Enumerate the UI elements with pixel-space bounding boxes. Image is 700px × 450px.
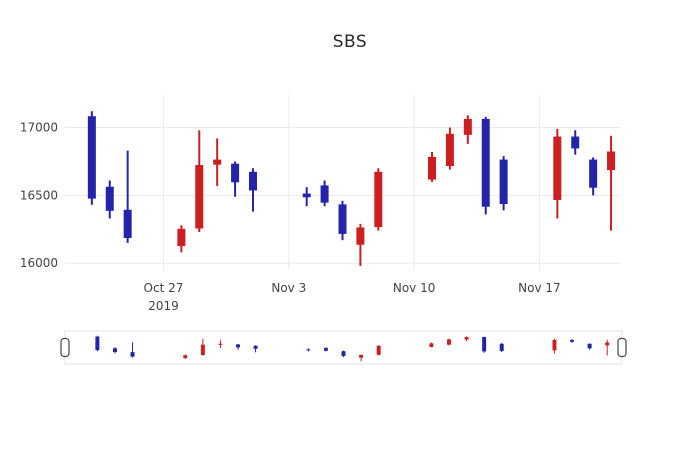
candle-body[interactable] <box>481 118 490 207</box>
mini-candle-body <box>552 339 557 351</box>
candle-body[interactable] <box>463 118 472 135</box>
mini-candle-body <box>253 345 258 349</box>
mini-candle-body <box>429 343 434 347</box>
mini-candle-body <box>464 337 469 340</box>
mini-candle-body <box>130 352 135 357</box>
candle-body[interactable] <box>445 133 454 167</box>
rangeslider-track[interactable] <box>64 330 623 365</box>
rangeslider-handle-right[interactable] <box>617 337 627 358</box>
candle-body[interactable] <box>374 171 383 228</box>
mini-candle-body <box>200 344 205 356</box>
candle-body[interactable] <box>302 193 311 198</box>
candle-body[interactable] <box>177 228 186 247</box>
candle-body[interactable] <box>195 165 204 229</box>
x-tick-label: Nov 10 <box>393 281 436 295</box>
candle-body[interactable] <box>105 186 114 211</box>
mini-candle-body <box>482 337 487 352</box>
mini-candle-body <box>218 343 223 345</box>
mini-candle-body <box>183 355 188 358</box>
candle-body[interactable] <box>571 136 580 149</box>
x-tick-label: Oct 27 <box>144 281 184 295</box>
candle-body[interactable] <box>338 204 347 234</box>
mini-candle-body <box>112 348 117 353</box>
mini-candle-body <box>376 345 381 355</box>
candle-body[interactable] <box>499 159 508 205</box>
mini-candle-body <box>570 339 575 342</box>
mini-candle-body <box>95 336 100 351</box>
y-tick-label: 16000 <box>20 256 58 270</box>
mini-candle-body <box>306 349 311 351</box>
mini-candle-body <box>446 339 451 345</box>
candle-body[interactable] <box>123 209 132 238</box>
candle-body[interactable] <box>213 159 222 165</box>
candle-body[interactable] <box>248 171 257 191</box>
candle-body[interactable] <box>553 136 562 200</box>
candle-body[interactable] <box>607 151 616 171</box>
mini-candle-body <box>499 343 504 351</box>
candle-body[interactable] <box>87 116 96 199</box>
mini-candle-body <box>605 342 610 346</box>
candle-body[interactable] <box>428 156 437 180</box>
mini-candle-body <box>587 343 592 349</box>
mini-candle-body <box>341 351 346 356</box>
rangeslider-handle-left[interactable] <box>60 337 70 358</box>
candle-body[interactable] <box>320 185 329 203</box>
y-tick-label: 16500 <box>20 188 58 202</box>
candle-body[interactable] <box>231 163 240 183</box>
candle-body[interactable] <box>356 227 365 245</box>
candle-body[interactable] <box>589 159 598 188</box>
x-tick-label: Nov 17 <box>518 281 561 295</box>
x-tick-label: 2019 <box>148 299 179 313</box>
mini-candle-body <box>359 355 364 358</box>
chart-title: SBS <box>332 32 368 52</box>
y-tick-label: 17000 <box>20 121 58 135</box>
x-tick-label: Nov 3 <box>271 281 306 295</box>
mini-candle-body <box>236 344 241 348</box>
mini-candle-body <box>323 348 328 351</box>
